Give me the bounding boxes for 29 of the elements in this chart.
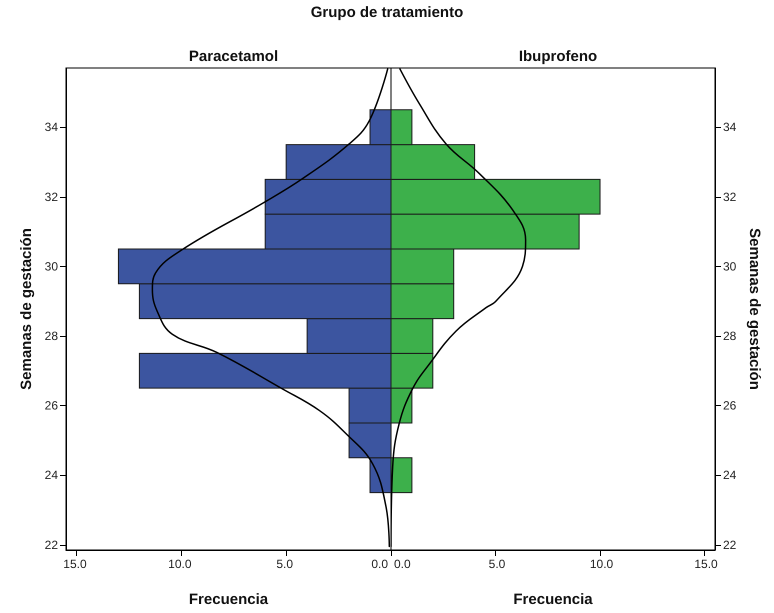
y-tick-label: 32 [723,190,737,204]
x-tick-label: 10.0 [168,557,192,571]
y-tick-label: 24 [44,468,58,482]
y-tick-label: 22 [44,538,58,552]
y-tick-label: 28 [723,328,737,343]
x-tick-label: 5.0 [276,557,294,571]
text: Grupo de tratamiento [310,4,464,21]
y-tick-label: 34 [723,120,737,134]
y-axis-title: Semanas de gestación [746,228,764,390]
y-tick-label: 34 [44,120,58,134]
x-tick-label: 0.0 [394,557,412,571]
x-tick-label: 10.0 [590,557,614,571]
y-tick-label: 26 [723,398,737,413]
y-tick-label: 24 [723,468,737,482]
y-tick-label: 32 [44,190,58,204]
y-tick-label: 28 [44,328,58,343]
y-tick-label: 22 [723,538,737,552]
x-tick-label: 0.0 [371,557,388,571]
y-tick-label: 30 [723,259,737,274]
x-tick-label: 15.0 [694,557,718,571]
x-axis-title: Frecuencia [513,591,594,608]
chart-title: Ibuprofeno [518,48,598,65]
y-tick-label: 26 [44,398,58,413]
chart-title: Paracetamol [188,48,278,65]
y-tick-label: 30 [44,259,58,274]
y-axis-title: Semanas de gestación [18,228,35,390]
x-tick-label: 5.0 [488,557,506,571]
x-tick-label: 15.0 [63,557,87,571]
x-axis-title: Frecuencia [188,591,269,608]
